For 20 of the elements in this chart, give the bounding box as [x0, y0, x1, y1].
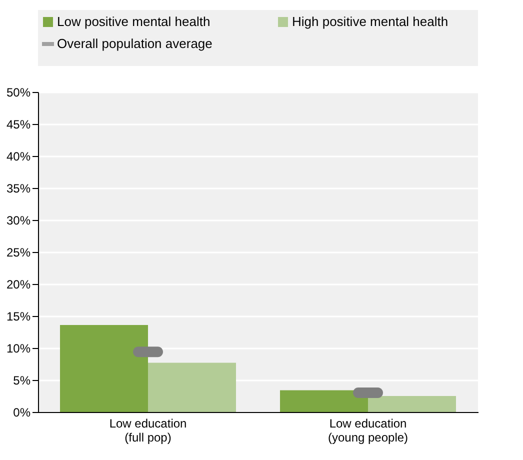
y-tick-label: 30% [6, 214, 31, 228]
legend-label: Overall population average [57, 36, 212, 51]
x-tick-label: Low education (full pop) [109, 416, 187, 444]
y-tick-label: 45% [6, 118, 31, 132]
y-tick-label: 20% [6, 278, 31, 292]
y-tick-label: 50% [6, 86, 31, 100]
bar [368, 396, 456, 412]
legend-label: High positive mental health [292, 14, 448, 29]
y-tick-label: 40% [6, 150, 31, 164]
y-tick-label: 10% [6, 342, 31, 356]
y-tick-label: 15% [6, 310, 31, 324]
y-tick-label: 0% [13, 406, 31, 420]
bar [148, 362, 236, 412]
x-tick-label: Low education (young people) [328, 416, 408, 444]
y-tick-label: 35% [6, 182, 31, 196]
legend-label: Low positive mental health [57, 14, 210, 29]
bar [60, 324, 148, 412]
y-tick-label: 5% [13, 374, 31, 388]
y-tick-label: 25% [6, 246, 31, 260]
bar [280, 390, 368, 412]
